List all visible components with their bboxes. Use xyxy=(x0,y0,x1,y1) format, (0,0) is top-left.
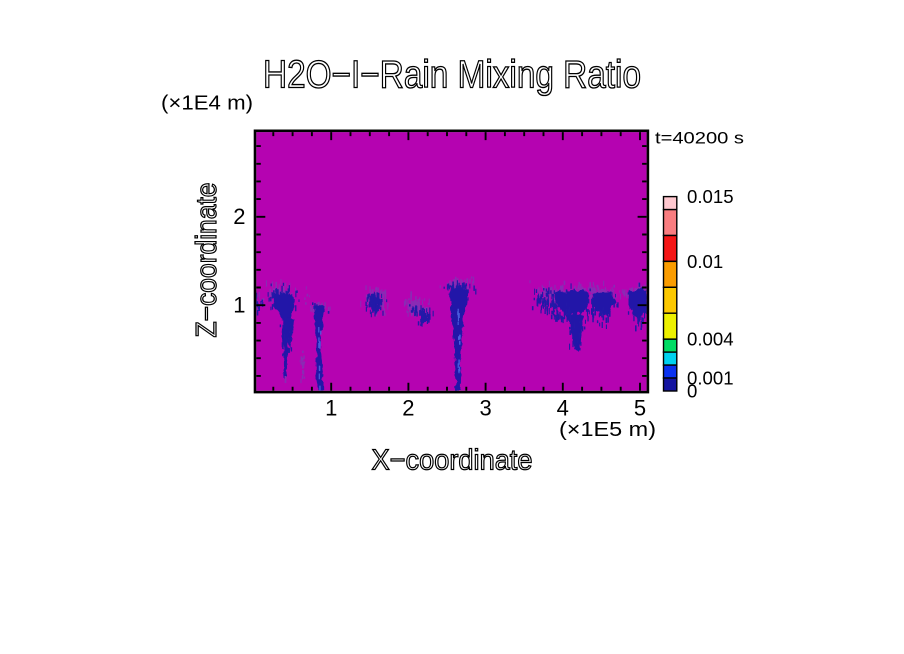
svg-text:0.004: 0.004 xyxy=(687,329,734,350)
svg-text:4: 4 xyxy=(557,396,569,421)
svg-text:Z−coordinate: Z−coordinate xyxy=(191,183,223,338)
svg-text:0: 0 xyxy=(687,380,697,401)
svg-text:(×1E5 m): (×1E5 m) xyxy=(559,418,656,441)
svg-text:2: 2 xyxy=(402,396,414,421)
svg-text:2: 2 xyxy=(233,204,245,229)
svg-text:t=40200 s: t=40200 s xyxy=(655,129,744,148)
svg-text:5: 5 xyxy=(634,396,646,421)
svg-text:H2O−I−Rain Mixing Ratio: H2O−I−Rain Mixing Ratio xyxy=(263,54,641,97)
svg-text:1: 1 xyxy=(325,396,337,421)
svg-text:1: 1 xyxy=(233,292,245,317)
svg-text:0.001: 0.001 xyxy=(687,367,734,388)
svg-text:(×1E4 m): (×1E4 m) xyxy=(161,92,253,115)
svg-text:X−coordinate: X−coordinate xyxy=(372,445,533,477)
svg-text:3: 3 xyxy=(479,396,491,421)
svg-text:0.015: 0.015 xyxy=(687,186,734,207)
svg-text:0.01: 0.01 xyxy=(687,251,723,272)
